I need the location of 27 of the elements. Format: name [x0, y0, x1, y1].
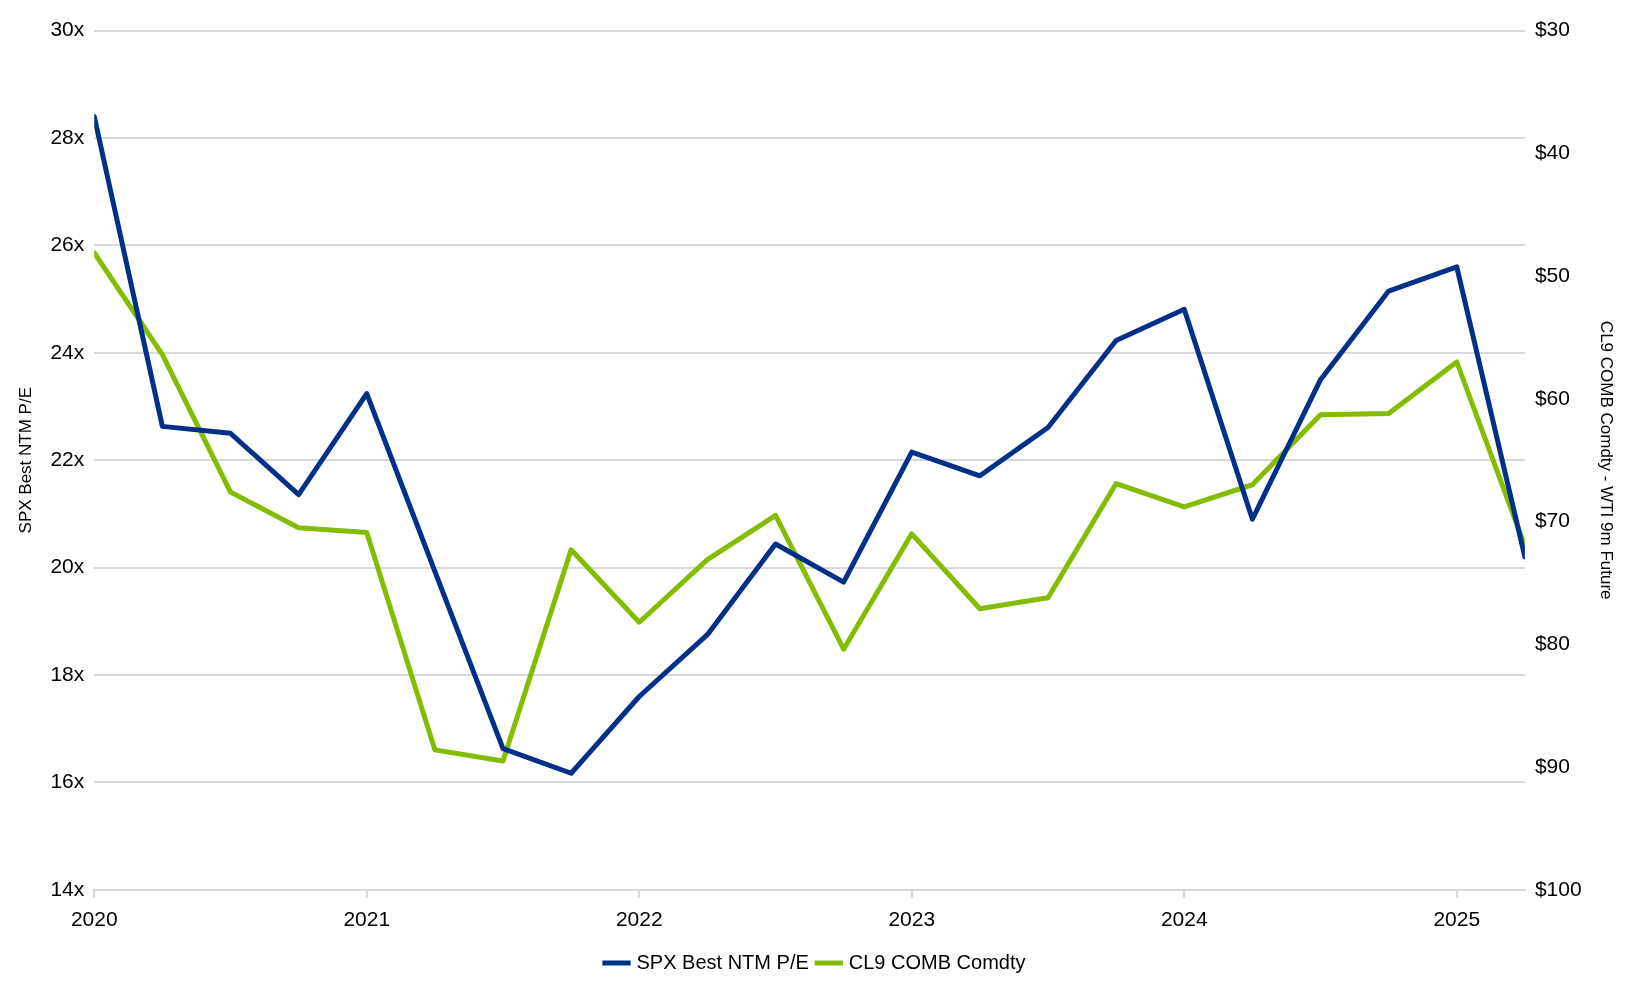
x-tick-label: 2024	[1160, 907, 1208, 931]
y-tick-label: 20x	[50, 554, 85, 578]
x-tick-label: 2023	[888, 907, 936, 931]
y2-tick-label: $70	[1534, 508, 1570, 532]
y-tick-label: 28x	[50, 124, 85, 148]
y2-tick-label: $100	[1534, 876, 1582, 900]
y-tick-label: 16x	[50, 769, 85, 793]
y2-tick-label: $90	[1534, 753, 1570, 777]
x-tick-label: 2022	[615, 907, 663, 931]
y2-axis-title: CL9 COMB Comdty - WTI 9m Future	[1597, 320, 1617, 600]
y2-tick-label: $60	[1534, 385, 1570, 409]
x-tick-label: 2021	[343, 907, 391, 931]
y-tick-label: 22x	[50, 447, 85, 470]
y2-tick-label: $80	[1534, 631, 1570, 655]
y2-tick-label: $50	[1534, 262, 1570, 286]
legend-label: SPX Best NTM P/E	[636, 950, 809, 973]
x-tick-label: 2020	[70, 907, 118, 931]
y-axis-title: SPX Best NTM P/E	[15, 386, 35, 534]
y-tick-label: 30x	[50, 17, 85, 41]
y2-tick-label: $40	[1534, 140, 1570, 164]
y-tick-label: 26x	[50, 232, 85, 256]
legend-label: CL9 COMB Comdty	[848, 950, 1026, 973]
y2-tick-label: $30	[1534, 17, 1570, 41]
y-tick-label: 14x	[50, 876, 85, 900]
x-tick-label: 2025	[1433, 907, 1481, 931]
y-tick-label: 24x	[50, 339, 85, 363]
y-tick-label: 18x	[50, 661, 85, 685]
